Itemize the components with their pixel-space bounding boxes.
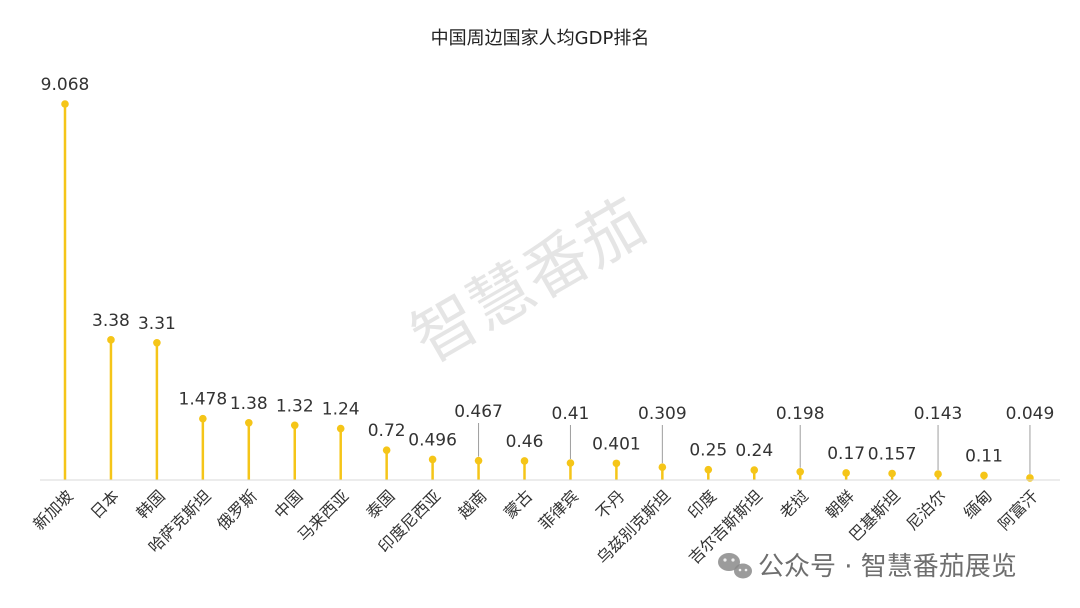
data-label: 3.31 bbox=[138, 314, 176, 334]
data-label: 0.46 bbox=[506, 432, 544, 452]
bar-point bbox=[1026, 474, 1034, 482]
x-tick-label: 朝鲜 bbox=[822, 486, 858, 522]
watermark-text: 智慧番茄 bbox=[400, 186, 659, 378]
x-tick-label: 越南 bbox=[454, 486, 490, 522]
data-label: 0.049 bbox=[1006, 404, 1055, 424]
bar-point bbox=[428, 455, 437, 464]
x-tick-label: 蒙古 bbox=[500, 486, 536, 522]
bar-point bbox=[199, 414, 207, 423]
bar-point bbox=[980, 471, 988, 480]
bar-point bbox=[934, 470, 942, 478]
data-label: 0.467 bbox=[454, 402, 503, 422]
bar-point bbox=[750, 466, 759, 474]
bar-point bbox=[61, 100, 69, 108]
data-label: 0.24 bbox=[735, 441, 773, 461]
data-label: 0.198 bbox=[776, 404, 825, 424]
x-tick-label: 尼泊尔 bbox=[902, 486, 949, 533]
bar-point bbox=[520, 457, 529, 465]
x-tick-label: 菲律宾 bbox=[535, 486, 582, 533]
footer-watermark: 公众号 · 智慧番茄展览 bbox=[718, 552, 1017, 582]
data-label: 1.24 bbox=[322, 400, 360, 420]
data-label: 0.496 bbox=[408, 430, 457, 450]
x-tick-label: 缅甸 bbox=[960, 486, 996, 522]
bar-point bbox=[107, 336, 115, 344]
data-label: 0.11 bbox=[965, 446, 1003, 466]
data-label: 1.38 bbox=[230, 394, 268, 414]
bar-point bbox=[382, 446, 391, 454]
bar-point bbox=[153, 338, 161, 347]
bar-point bbox=[796, 467, 804, 476]
data-label: 0.41 bbox=[552, 404, 590, 424]
bar-point bbox=[566, 459, 575, 467]
x-tick-label: 印度 bbox=[684, 486, 720, 522]
bar-point bbox=[336, 424, 345, 433]
data-label: 3.38 bbox=[92, 311, 130, 331]
bar-point bbox=[290, 421, 299, 430]
x-tick-label: 阿富汗 bbox=[994, 486, 1041, 533]
data-label: 0.17 bbox=[827, 444, 865, 464]
data-label: 0.143 bbox=[914, 404, 963, 424]
chart-marks: 9.068 3.38 3.31 1.478 1.38 1.32 1.24 0.72 0.496 0… bbox=[41, 75, 1055, 482]
data-label: 9.068 bbox=[41, 75, 90, 95]
x-tick-label: 巴基斯坦 bbox=[845, 486, 904, 545]
bar-point bbox=[612, 459, 621, 468]
bar-point bbox=[474, 456, 483, 465]
x-tick-label: 韩国 bbox=[133, 486, 169, 522]
data-label: 1.32 bbox=[276, 396, 314, 416]
wechat-icon bbox=[718, 553, 752, 579]
chart-title: 中国周边国家人均GDP排名 bbox=[431, 28, 650, 49]
x-tick-label: 不丹 bbox=[592, 486, 628, 522]
data-label: 0.401 bbox=[592, 434, 641, 454]
x-tick-label: 俄罗斯 bbox=[213, 486, 260, 533]
data-label: 0.72 bbox=[368, 421, 406, 441]
data-label: 1.478 bbox=[179, 390, 228, 410]
x-tick-label: 马来西亚 bbox=[294, 486, 353, 545]
bar-point bbox=[704, 465, 713, 474]
data-label: 0.157 bbox=[868, 444, 917, 464]
x-tick-label: 新加坡 bbox=[29, 486, 76, 533]
bar-point bbox=[842, 469, 850, 477]
bar-point bbox=[888, 469, 896, 478]
x-tick-label: 泰国 bbox=[362, 486, 398, 522]
x-tick-label: 老挝 bbox=[776, 486, 812, 522]
x-tick-label: 日本 bbox=[87, 486, 123, 522]
data-label: 0.25 bbox=[689, 441, 727, 461]
bar-point bbox=[245, 418, 253, 427]
bar-point bbox=[658, 463, 667, 471]
footer-watermark-text: 公众号 · 智慧番茄展览 bbox=[758, 552, 1017, 582]
data-label: 0.309 bbox=[638, 404, 687, 424]
x-tick-label: 中国 bbox=[271, 486, 307, 522]
